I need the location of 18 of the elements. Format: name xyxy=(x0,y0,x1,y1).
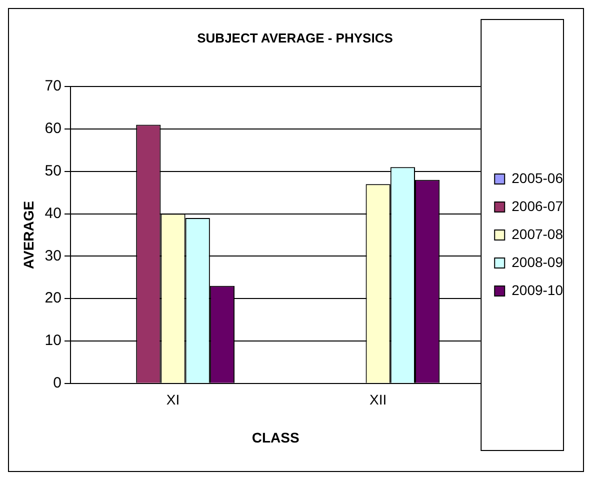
legend-label: 2009-10 xyxy=(512,282,564,298)
legend-label: 2007-08 xyxy=(512,226,564,242)
x-tick-label: XII xyxy=(370,392,387,408)
x-tick-label: XI xyxy=(166,392,180,408)
legend-label: 2008-09 xyxy=(512,254,564,270)
y-tick-label: 30 xyxy=(44,247,62,264)
y-tick-label: 10 xyxy=(44,332,62,350)
y-tick-label: 0 xyxy=(53,374,62,392)
y-tick-label: 70 xyxy=(44,78,62,95)
y-tick-label: 40 xyxy=(44,204,62,222)
y-tick-label: 20 xyxy=(44,290,62,307)
y-axis-title: AVERAGE xyxy=(20,200,36,270)
y-tick-label: 50 xyxy=(44,162,62,180)
x-axis-title: CLASS xyxy=(252,429,300,446)
y-tick-label: 60 xyxy=(44,120,62,138)
chart-title: SUBJECT AVERAGE - PHYSICS xyxy=(197,30,394,46)
legend-label: 2006-07 xyxy=(512,198,564,214)
legend-label: 2005-06 xyxy=(512,170,564,186)
